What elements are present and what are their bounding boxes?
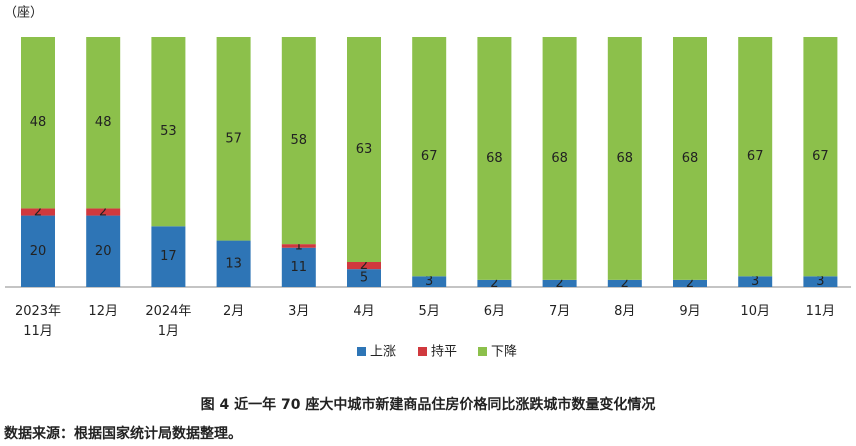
legend-swatch <box>357 347 366 356</box>
bar-segment <box>86 37 121 209</box>
bar-segment <box>281 37 316 245</box>
bar-segment <box>738 37 773 277</box>
x-tick-label: 4月 <box>353 304 374 319</box>
x-tick-label: 5月 <box>419 304 440 319</box>
data-label: 2 <box>555 276 563 291</box>
bar-segment <box>86 208 121 216</box>
data-label: 67 <box>747 149 764 164</box>
data-label: 13 <box>225 256 242 271</box>
data-label: 2 <box>490 276 498 291</box>
bar-segment <box>347 269 381 287</box>
x-tick-label: 9月 <box>679 304 700 319</box>
bar-segment <box>477 279 512 287</box>
data-label: 67 <box>421 149 438 164</box>
bar-segment <box>281 247 316 287</box>
x-tick-label: 2024年 1月 <box>145 304 191 339</box>
data-label: 2 <box>99 205 107 220</box>
bar-segment <box>347 262 381 270</box>
source-note: 数据来源：根据国家统计局数据整理。 <box>4 425 242 442</box>
bar-segment <box>216 240 251 287</box>
x-tick-label: 7月 <box>549 304 570 319</box>
data-label: 3 <box>751 274 759 289</box>
x-tick-label: 10月 <box>740 304 770 319</box>
bar-segment <box>542 37 577 280</box>
bar-segment <box>542 279 577 287</box>
data-label: 48 <box>95 115 112 130</box>
data-label: 67 <box>812 149 829 164</box>
x-tick-label: 11月 <box>806 304 836 319</box>
data-label: 17 <box>160 249 177 264</box>
bar-segment <box>477 37 512 280</box>
x-tick-label: 2月 <box>223 304 244 319</box>
legend-swatch <box>418 347 427 356</box>
bar-segment <box>412 276 447 287</box>
bar-segment <box>151 226 186 287</box>
data-label: 1 <box>295 238 303 253</box>
x-tick-label: 6月 <box>484 304 505 319</box>
data-label: 2 <box>621 276 629 291</box>
bar-segment <box>347 37 381 262</box>
data-label: 68 <box>682 151 699 166</box>
x-tick-label: 2023年 11月 <box>15 304 61 339</box>
data-label: 57 <box>225 131 242 146</box>
bar-segment <box>738 276 773 287</box>
data-label: 68 <box>617 151 634 166</box>
bar-segment <box>803 37 838 277</box>
bar-segment <box>216 37 251 241</box>
legend-label: 上涨 <box>370 345 396 360</box>
bar-segment <box>412 37 447 277</box>
bar-segment <box>607 279 642 287</box>
data-label: 20 <box>95 244 112 259</box>
data-label: 68 <box>486 151 503 166</box>
bar-segment <box>281 244 316 248</box>
data-label: 20 <box>30 244 47 259</box>
data-label: 5 <box>360 271 368 286</box>
data-label: 2 <box>360 258 368 273</box>
data-label: 68 <box>551 151 568 166</box>
data-label: 11 <box>291 260 308 275</box>
y-axis-label: （座） <box>4 6 43 21</box>
x-tick-label: 8月 <box>614 304 635 319</box>
data-label: 2 <box>34 205 42 220</box>
x-tick-label: 3月 <box>288 304 309 319</box>
data-label: 3 <box>425 274 433 289</box>
bar-segment <box>607 37 642 280</box>
legend-swatch <box>478 347 487 356</box>
bar-segment <box>151 37 186 227</box>
data-label: 58 <box>291 133 308 148</box>
bar-segment <box>673 279 707 287</box>
legend-label: 下降 <box>491 345 517 360</box>
chart-title: 图 4 近一年 70 座大中城市新建商品住房价格同比涨跌城市数量变化情况 <box>201 396 656 413</box>
bar-segment <box>21 208 55 216</box>
bar-segment <box>21 37 55 209</box>
data-label: 48 <box>30 115 47 130</box>
data-label: 53 <box>160 124 177 139</box>
legend-label: 持平 <box>431 345 457 360</box>
x-tick-label: 12月 <box>88 304 118 319</box>
bar-segment <box>86 215 121 287</box>
bar-segment <box>803 276 838 287</box>
data-label: 63 <box>356 142 373 157</box>
bar-segment <box>673 37 707 280</box>
bar-segment <box>21 215 55 287</box>
data-label: 3 <box>816 274 824 289</box>
data-label: 2 <box>686 276 694 291</box>
